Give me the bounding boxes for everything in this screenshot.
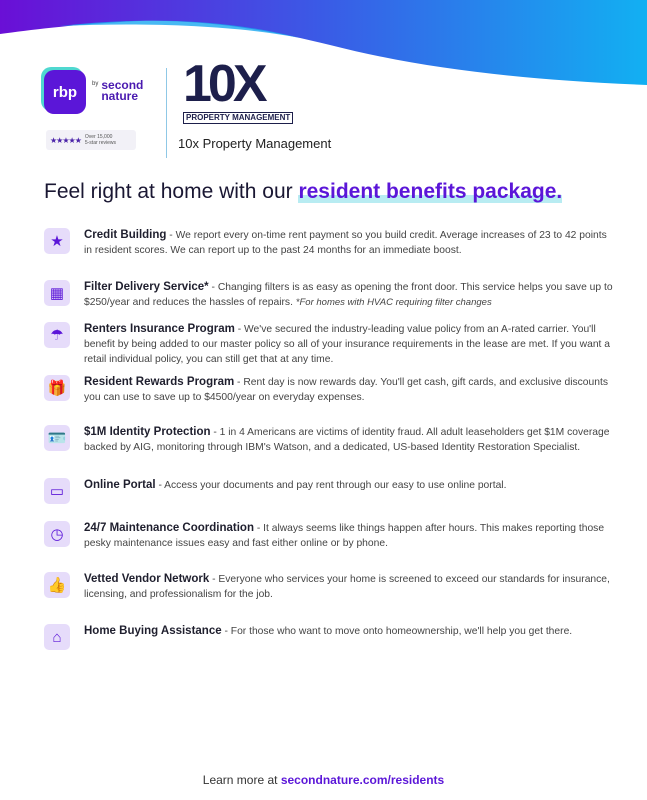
reviews-badge: ★★★★★ Over 15,000 5-star reviews	[46, 130, 136, 150]
logo-divider	[166, 68, 167, 158]
tenx-logo: 10X	[183, 55, 268, 113]
residents-link[interactable]: secondnature.com/residents	[280, 773, 445, 787]
credit-score-icon: ★	[44, 228, 70, 254]
clock-icon: ◷	[44, 521, 70, 547]
benefit-note: *For homes with HVAC requiring filter ch…	[295, 297, 492, 308]
gift-icon: 🎁	[44, 375, 70, 401]
benefit-item: ☂ Renters Insurance Program - We've secu…	[44, 322, 614, 367]
benefit-item: 👍 Vetted Vendor Network - Everyone who s…	[44, 572, 614, 602]
benefit-description: - For those who want to move onto homeow…	[221, 626, 573, 637]
benefit-title: Filter Delivery Service*	[84, 281, 209, 293]
benefit-description: - We've secured the industry-leading val…	[84, 324, 611, 365]
thumbs-up-icon: 👍	[44, 572, 70, 598]
header-wave	[0, 0, 647, 85]
benefit-description: - Access your documents and pay rent thr…	[155, 480, 507, 491]
benefit-title: Home Buying Assistance	[84, 625, 222, 637]
benefit-item: ★ Credit Building - We report every on-t…	[44, 228, 614, 258]
benefit-description: - 1 in 4 Americans are victims of identi…	[84, 427, 610, 453]
benefit-item: ▦ Filter Delivery Service* - Changing fi…	[44, 280, 614, 310]
benefit-description: - Rent day is now rewards day. You'll ge…	[84, 377, 608, 403]
air-filter-icon: ▦	[44, 280, 70, 306]
benefit-item: 🎁 Resident Rewards Program - Rent day is…	[44, 375, 614, 405]
page-title: Feel right at home with our resident ben…	[44, 180, 563, 203]
title-highlight: resident benefits package.	[298, 180, 563, 203]
id-card-icon: 🪪	[44, 425, 70, 451]
benefit-item: ▭ Online Portal - Access your documents …	[44, 478, 614, 504]
monitor-icon: ▭	[44, 478, 70, 504]
benefit-item: ⌂ Home Buying Assistance - For those who…	[44, 624, 614, 650]
footer: Learn more at secondnature.com/residents	[202, 773, 445, 787]
benefit-title: Resident Rewards Program	[84, 376, 235, 388]
benefit-title: Vetted Vendor Network	[84, 573, 210, 585]
reviews-label: 5-star reviews	[84, 140, 116, 146]
benefit-description: - Changing filters is as easy as opening…	[84, 282, 613, 308]
second-nature-logo: second nature	[101, 78, 144, 103]
rbp-logo: rbp	[44, 70, 86, 114]
reviews-count: Over 15,000	[84, 134, 113, 140]
benefit-description: - It always seems like things happen aft…	[84, 523, 605, 549]
benefit-title: $1M Identity Protection	[84, 426, 211, 438]
benefit-item: 🪪 $1M Identity Protection - 1 in 4 Ameri…	[44, 425, 614, 455]
second-nature-brand: by second nature	[92, 78, 159, 103]
company-name: 10x Property Management	[178, 136, 332, 151]
benefit-item: ◷ 24/7 Maintenance Coordination - It alw…	[44, 521, 614, 551]
house-person-icon: ⌂	[44, 624, 70, 650]
benefit-title: Credit Building	[84, 229, 167, 241]
benefit-title: 24/7 Maintenance Coordination	[84, 522, 254, 534]
stars-icon: ★★★★★	[50, 135, 82, 145]
umbrella-icon: ☂	[44, 322, 70, 348]
by-label: by	[92, 81, 99, 87]
benefit-title: Online Portal	[84, 479, 156, 491]
benefit-title: Renters Insurance Program	[84, 323, 235, 335]
benefit-description: - We report every on-time rent payment s…	[84, 230, 607, 256]
benefit-description: - Everyone who services your home is scr…	[84, 574, 610, 600]
tenx-logo-band: PROPERTY MANAGEMENT	[183, 112, 294, 124]
